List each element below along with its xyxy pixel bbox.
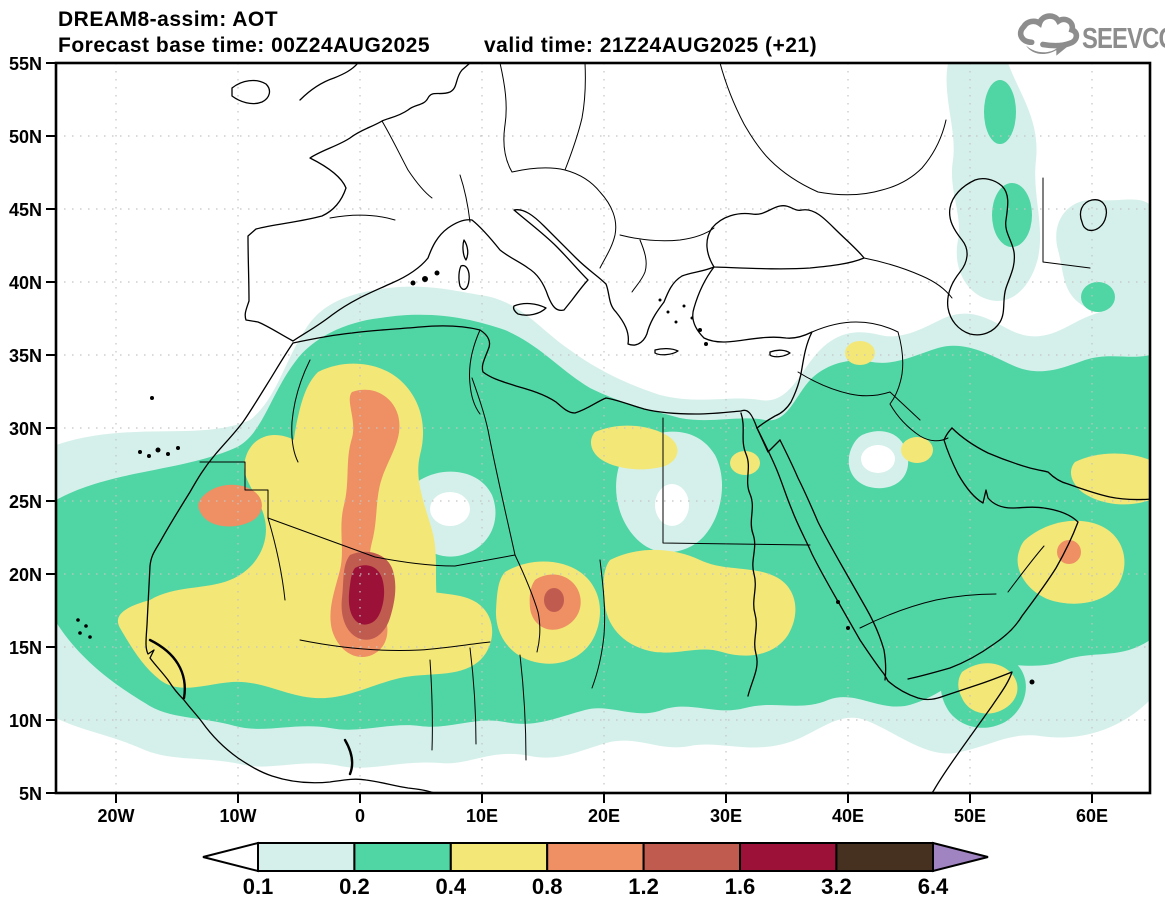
colorbar-above-arrow — [932, 841, 989, 873]
aot-layer-1p6 — [348, 565, 385, 625]
lat-label: 45N — [9, 200, 42, 220]
colorbar-box — [642, 842, 741, 872]
colorbar-below-arrow — [202, 841, 259, 873]
lat-label: 10N — [9, 711, 42, 731]
valid-time-label: valid time: 21Z24AUG2025 (+21) — [484, 34, 817, 57]
colorbar-label: 3.2 — [821, 874, 852, 899]
lat-label: 20N — [9, 565, 42, 585]
lat-label: 40N — [9, 273, 42, 293]
lon-label: 30E — [710, 806, 742, 826]
colorbar-label: 0.2 — [339, 874, 370, 899]
colorbar-box — [835, 842, 935, 872]
colorbar-label: 0.1 — [243, 874, 274, 899]
country-borders — [148, 63, 1091, 776]
lon-label: 20E — [588, 806, 620, 826]
lon-label: 20W — [97, 806, 134, 826]
colorbar-label: 1.2 — [628, 874, 659, 899]
lat-label: 15N — [9, 638, 42, 658]
lon-label: 50E — [954, 806, 986, 826]
lat-label: 50N — [9, 127, 42, 147]
colorbar-label: 0.4 — [436, 874, 467, 899]
lat-label: 5N — [19, 784, 42, 804]
lat-label: 30N — [9, 419, 42, 439]
lon-label: 60E — [1076, 806, 1108, 826]
page-title: DREAM8-assim: AOT — [58, 8, 278, 31]
colorbar-box — [739, 842, 838, 872]
colorbar-label: 1.6 — [725, 874, 756, 899]
lon-label: 10W — [219, 806, 256, 826]
seevccc-logo: SEEVCCC — [1017, 13, 1165, 56]
base-time-label: Forecast base time: 00Z24AUG2025 — [58, 34, 430, 57]
logo-text: SEEVCCC — [1082, 22, 1165, 55]
lat-axis: 55N 50N 45N 40N 35N 30N 25N 20N 15N 10N … — [9, 54, 56, 804]
map-field — [56, 63, 1150, 793]
colorbar-box — [353, 842, 452, 872]
lat-label: 25N — [9, 492, 42, 512]
colorbar-box — [546, 842, 645, 872]
colorbar: 0.1 0.2 0.4 0.8 1.2 1.6 3.2 6.4 — [202, 841, 989, 899]
small-islands — [76, 270, 1035, 685]
colorbar-label: 0.8 — [532, 874, 563, 899]
coastlines — [76, 63, 1150, 793]
lat-label: 35N — [9, 346, 42, 366]
colorbar-box — [449, 842, 549, 872]
lon-label: 40E — [832, 806, 864, 826]
lat-label: 55N — [9, 54, 42, 74]
colorbar-box — [257, 842, 356, 872]
lon-label: 10E — [466, 806, 498, 826]
colorbar-label: 6.4 — [918, 874, 949, 899]
lon-axis: 20W 10W 0 10E 20E 30E 40E 50E 60E — [97, 793, 1108, 826]
lon-label: 0 — [355, 806, 365, 826]
cloud-icon — [1017, 13, 1080, 56]
